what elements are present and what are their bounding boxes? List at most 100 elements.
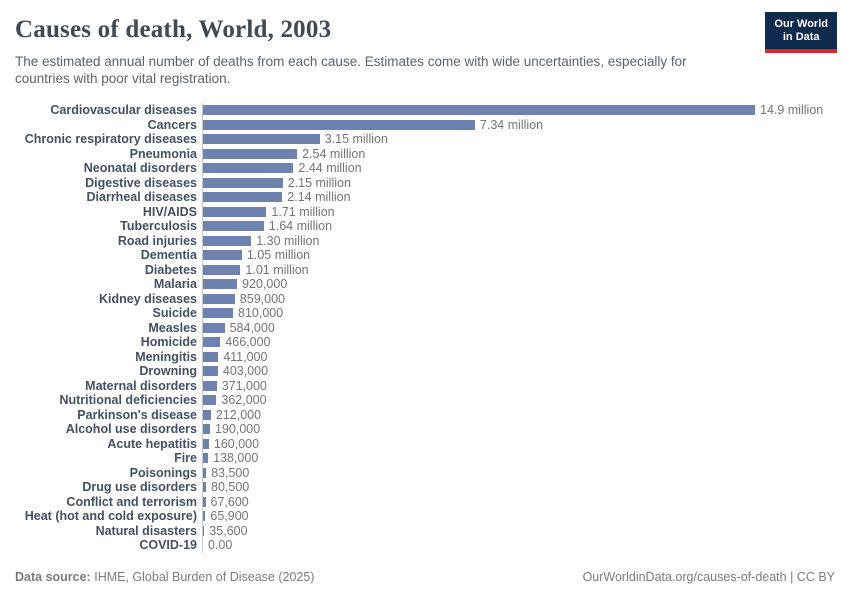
data-source: Data source: IHME, Global Burden of Dise… [15,570,314,584]
bar[interactable] [203,496,206,507]
bar[interactable] [203,264,241,275]
bar[interactable] [203,467,207,478]
plot-area: 65,900 [202,509,850,524]
value-label: 810,000 [238,306,284,321]
chart-row: Dementia 1.05 million [0,248,850,263]
bar[interactable] [203,235,252,246]
chart-row: Nutritional deficiencies 362,000 [0,393,850,408]
bar[interactable] [203,395,217,406]
chart-row: Cancers 7.34 million [0,117,850,132]
chart-row: Natural disasters 35,600 [0,523,850,538]
bar[interactable] [203,409,211,420]
chart-row: Drug use disorders 80,500 [0,480,850,495]
chart-row: Tuberculosis 1.64 million [0,219,850,234]
plot-area: 80,500 [202,480,850,495]
category-label: Drug use disorders [82,480,197,495]
category-label: Neonatal disorders [83,161,197,176]
chart-row: Suicide 810,000 [0,306,850,321]
bar[interactable] [203,337,221,348]
plot-area: 371,000 [202,378,850,393]
chart-row: HIV/AIDS 1.71 million [0,204,850,219]
bar[interactable] [203,279,238,290]
bar[interactable] [203,177,283,188]
bar[interactable] [203,482,206,493]
plot-area: 810,000 [202,306,850,321]
value-label: 2.15 million [287,175,351,190]
plot-area: 411,000 [202,349,850,364]
plot-area: 1.30 million [202,233,850,248]
category-label: Chronic respiratory diseases [24,132,197,147]
category-label: Dementia [140,248,197,263]
plot-area: 83,500 [202,465,850,480]
chart-footer: Data source: IHME, Global Burden of Dise… [0,570,850,584]
bar[interactable] [203,366,218,377]
value-label: 466,000 [225,335,271,350]
bar[interactable] [203,351,219,362]
bar[interactable] [203,322,225,333]
chart-row: Measles 584,000 [0,320,850,335]
chart-row: COVID-19 0.00 [0,538,850,553]
bar[interactable] [203,206,267,217]
value-label: 411,000 [223,349,268,364]
value-label: 80,500 [211,480,250,495]
plot-area: 920,000 [202,277,850,292]
value-label: 2.14 million [287,190,351,205]
category-label: Heat (hot and cold exposure) [24,509,197,524]
category-label: Alcohol use disorders [65,422,197,437]
chart-row: Kidney diseases 859,000 [0,291,850,306]
category-label: Poisonings [129,465,197,480]
bar[interactable] [203,511,206,522]
bar[interactable] [203,453,209,464]
plot-area: 0.00 [202,538,850,553]
chart-row: Cardiovascular diseases 14.9 million [0,103,850,118]
chart-row: Conflict and terrorism 67,600 [0,494,850,509]
value-label: 859,000 [239,291,285,306]
value-label: 1.01 million [245,262,309,277]
bar[interactable] [203,148,298,159]
plot-area: 859,000 [202,291,850,306]
category-label: Nutritional deficiencies [59,393,197,408]
chart-row: Meningitis 411,000 [0,349,850,364]
bar[interactable] [203,192,283,203]
value-label: 7.34 million [479,117,544,132]
plot-area: 190,000 [202,422,850,437]
category-label: Conflict and terrorism [66,494,197,509]
value-label: 1.30 million [256,233,320,248]
plot-area: 1.71 million [202,204,850,219]
value-label: 35,600 [209,523,248,538]
value-label: 160,000 [213,436,260,451]
bar[interactable] [203,250,242,261]
bar[interactable] [203,221,264,232]
category-label: Pneumonia [129,146,197,161]
bar[interactable] [203,119,475,130]
value-label: 584,000 [229,320,275,335]
bar[interactable] [203,308,233,319]
category-label: Maternal disorders [85,378,197,393]
plot-area: 403,000 [202,364,850,379]
category-label: Cancers [147,117,197,132]
plot-area: 35,600 [202,523,850,538]
chart-row: Digestive diseases 2.15 million [0,175,850,190]
value-label: 14.9 million [760,103,824,118]
page-title: Causes of death, World, 2003 [15,16,332,43]
category-label: Road injuries [117,233,197,248]
bar[interactable] [203,380,217,391]
chart-subtitle: The estimated annual number of deaths fr… [15,54,687,86]
bar-chart: Cardiovascular diseases 14.9 million Can… [0,103,850,553]
bar[interactable] [203,134,320,145]
chart-rows: Cardiovascular diseases 14.9 million Can… [0,103,850,553]
chart-row: Fire 138,000 [0,451,850,466]
bar[interactable] [203,293,235,304]
bar[interactable] [203,424,210,435]
bar[interactable] [203,163,294,174]
category-label: Meningitis [135,349,197,364]
chart-row: Diabetes 1.01 million [0,262,850,277]
owid-logo[interactable]: Our World in Data [765,12,837,53]
attribution-link[interactable]: OurWorldinData.org/causes-of-death | CC … [582,569,835,584]
bar[interactable] [203,105,755,116]
plot-area: 14.9 million [202,103,850,118]
chart-row: Neonatal disorders 2.44 million [0,161,850,176]
bar[interactable] [203,525,205,536]
bar[interactable] [203,438,209,449]
